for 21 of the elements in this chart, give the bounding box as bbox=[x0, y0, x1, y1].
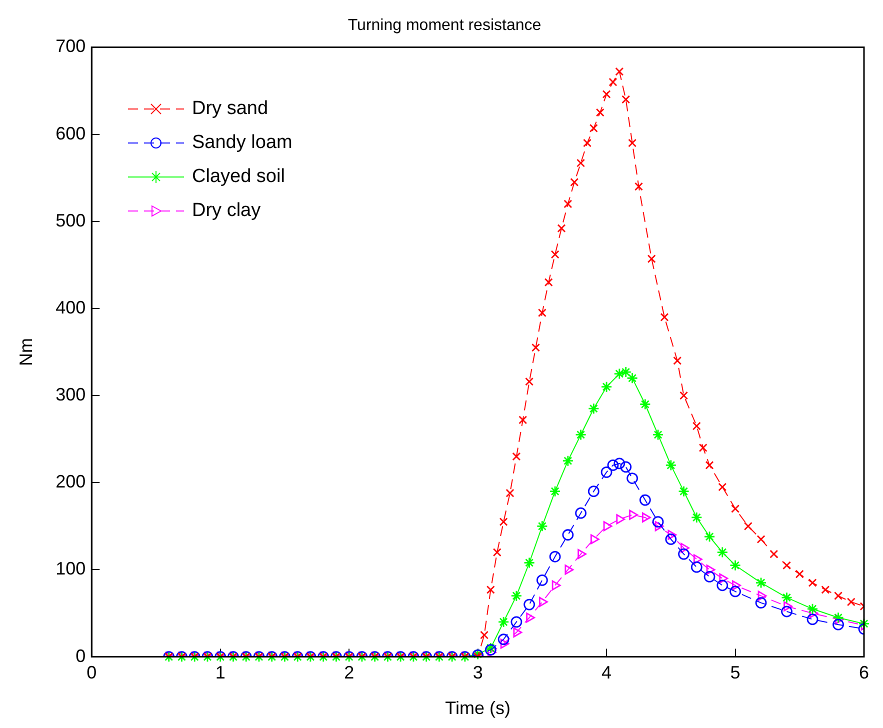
y-tick-label: 100 bbox=[56, 558, 86, 579]
y-tick-label: 700 bbox=[56, 36, 86, 56]
x-tick-label: 2 bbox=[344, 662, 354, 683]
y-tick-label: 0 bbox=[76, 646, 86, 666]
chart-title: Turning moment resistance bbox=[348, 17, 542, 34]
x-tick-label: 1 bbox=[215, 662, 226, 683]
x-tick-label: 3 bbox=[472, 662, 483, 683]
y-tick-label: 400 bbox=[56, 297, 86, 318]
y-axis-title: Nm bbox=[16, 338, 36, 366]
legend-label: Sandy loam bbox=[192, 132, 292, 154]
legend-label: Dry sand bbox=[192, 98, 268, 120]
y-tick-label: 500 bbox=[56, 210, 86, 230]
x-tick-label: 5 bbox=[730, 662, 740, 683]
y-tick-label: 200 bbox=[56, 472, 86, 492]
x-tick-label: 4 bbox=[602, 662, 612, 683]
y-tick-label: 300 bbox=[56, 384, 86, 405]
x-tick-label: 6 bbox=[858, 662, 869, 683]
legend-label: Dry clay bbox=[192, 200, 261, 222]
y-tick-label: 600 bbox=[56, 123, 86, 144]
x-axis-title: Time (s) bbox=[445, 698, 510, 718]
legend-label: Clayed soil bbox=[192, 166, 285, 188]
